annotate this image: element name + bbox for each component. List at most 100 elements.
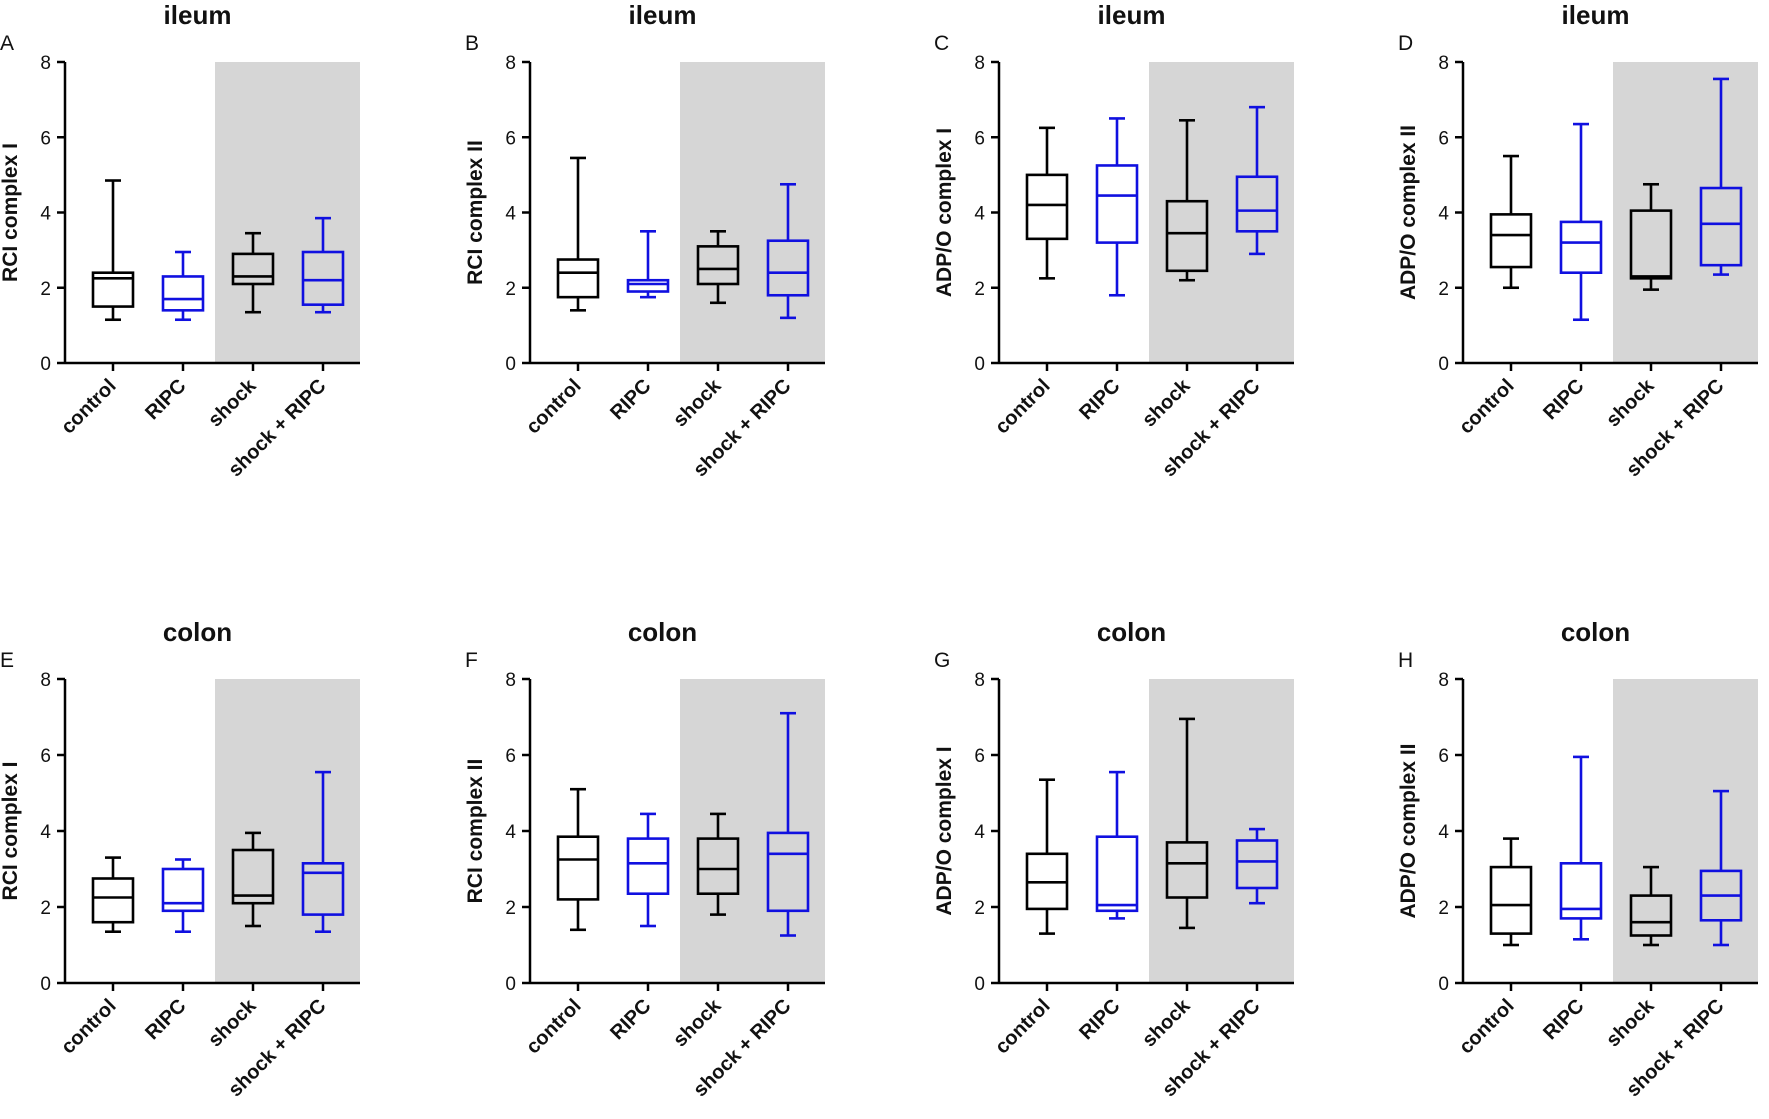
box-shock-ripc (766, 711, 810, 937)
x-tick-label: shock (1602, 994, 1659, 1051)
shaded-region (680, 62, 825, 363)
iqr-box (1489, 865, 1533, 935)
panel-letter: A (0, 32, 14, 55)
panel-D: ileum D ADP/O complex II 0 2 4 6 8 control RIPC sh… (1397, 0, 1758, 481)
y-tick-label: 8 (505, 670, 516, 691)
shaded-region (1149, 679, 1294, 983)
iqr-box (301, 861, 345, 916)
y-tick-label: 0 (40, 974, 51, 995)
y-axis-label: RCI complex II (464, 140, 487, 285)
y-tick-label: 2 (1438, 279, 1449, 300)
panel-letter: D (1398, 32, 1413, 55)
y-tick-label: 8 (40, 670, 51, 691)
y-axis-label: RCI complex I (0, 762, 22, 901)
panel-title: colon (1561, 617, 1630, 647)
iqr-box (161, 867, 205, 913)
y-tick-label: 0 (505, 354, 516, 375)
panel-letter: B (465, 32, 479, 55)
box-ripc (1559, 122, 1603, 322)
box-shock-ripc (301, 770, 345, 934)
y-tick-label: 8 (505, 53, 516, 74)
iqr-box (1095, 835, 1139, 913)
y-tick-label: 2 (40, 279, 51, 300)
x-tick-label: shock (669, 994, 726, 1051)
y-axis-label: ADP/O complex I (933, 746, 956, 915)
box-ripc (161, 250, 205, 322)
x-tick-label: shock (1138, 374, 1195, 431)
box-ripc (1095, 770, 1139, 920)
box-shock (1165, 717, 1209, 930)
y-tick-label: 6 (974, 746, 985, 767)
x-tick-label: shock (204, 374, 261, 431)
iqr-box (301, 250, 345, 306)
x-tick-label: RIPC (1075, 375, 1124, 424)
x-tick-label: RIPC (606, 995, 655, 1044)
panel-title: ileum (629, 0, 697, 30)
y-tick-label: 8 (1438, 670, 1449, 691)
y-axis-label: ADP/O complex I (933, 128, 956, 297)
iqr-box (1489, 213, 1533, 269)
y-axis-label: RCI complex I (0, 143, 22, 282)
panel-title: ileum (1098, 0, 1166, 30)
shaded-region (215, 62, 360, 363)
y-tick-label: 8 (40, 53, 51, 74)
x-tick-label: control (991, 375, 1054, 438)
x-tick-label: RIPC (606, 375, 655, 424)
box-shock-ripc (1235, 827, 1279, 905)
x-tick-label: RIPC (1075, 995, 1124, 1044)
y-tick-label: 8 (974, 53, 985, 74)
panel-H: colon H ADP/O complex II 0 2 4 6 8 control RIPC sh… (1397, 617, 1758, 1101)
x-tick-label: control (1455, 995, 1518, 1058)
iqr-box (556, 258, 600, 299)
y-tick-label: 6 (40, 128, 51, 149)
y-tick-label: 6 (1438, 128, 1449, 149)
panel-E: colon E RCI complex I 0 2 4 6 8 control RIPC shock… (0, 617, 360, 1101)
box-shock-ripc (1699, 77, 1743, 276)
box-shock (696, 812, 740, 916)
y-tick-label: 0 (505, 974, 516, 995)
iqr-box (626, 278, 670, 293)
y-tick-label: 6 (505, 746, 516, 767)
shaded-region (680, 679, 825, 983)
box-control (91, 856, 135, 934)
y-tick-label: 2 (1438, 898, 1449, 919)
box-shock-ripc (766, 182, 810, 320)
box-ripc (626, 230, 670, 299)
x-tick-label: control (522, 375, 585, 438)
panel-F: colon F RCI complex II 0 2 4 6 8 control RIPC shoc… (464, 617, 825, 1101)
y-tick-label: 6 (505, 128, 516, 149)
iqr-box (1629, 894, 1673, 937)
y-tick-label: 2 (974, 279, 985, 300)
panel-letter: C (934, 32, 949, 55)
x-tick-label: shock (669, 374, 726, 431)
iqr-box (556, 835, 600, 901)
iqr-box (1235, 175, 1279, 233)
iqr-box (626, 837, 670, 895)
box-shock-ripc (1235, 105, 1279, 256)
y-tick-label: 8 (974, 670, 985, 691)
box-ripc (161, 858, 205, 934)
iqr-box (91, 877, 135, 924)
x-tick-label: RIPC (1539, 375, 1588, 424)
shaded-region (1613, 679, 1758, 983)
y-tick-label: 2 (505, 279, 516, 300)
box-shock (1629, 865, 1673, 947)
iqr-box (1025, 173, 1069, 241)
box-shock (1165, 119, 1209, 282)
panel-letter: G (934, 649, 950, 672)
panel-G: colon G ADP/O complex I 0 2 4 6 8 control RIPC sho… (933, 617, 1294, 1101)
y-tick-label: 0 (1438, 974, 1449, 995)
panel-A: ileum A RCI complex I 0 2 4 6 8 control RIPC shock… (0, 0, 360, 481)
iqr-box (1629, 209, 1673, 280)
x-tick-label: shock (1138, 994, 1195, 1051)
iqr-box (231, 848, 275, 905)
y-axis-label: ADP/O complex II (1397, 743, 1420, 918)
box-shock-ripc (301, 216, 345, 314)
iqr-box (1165, 199, 1209, 273)
box-shock (231, 231, 275, 314)
box-control (91, 179, 135, 322)
y-tick-label: 0 (1438, 354, 1449, 375)
box-control (1025, 126, 1069, 280)
box-control (556, 156, 600, 312)
panel-letter: F (465, 649, 478, 672)
